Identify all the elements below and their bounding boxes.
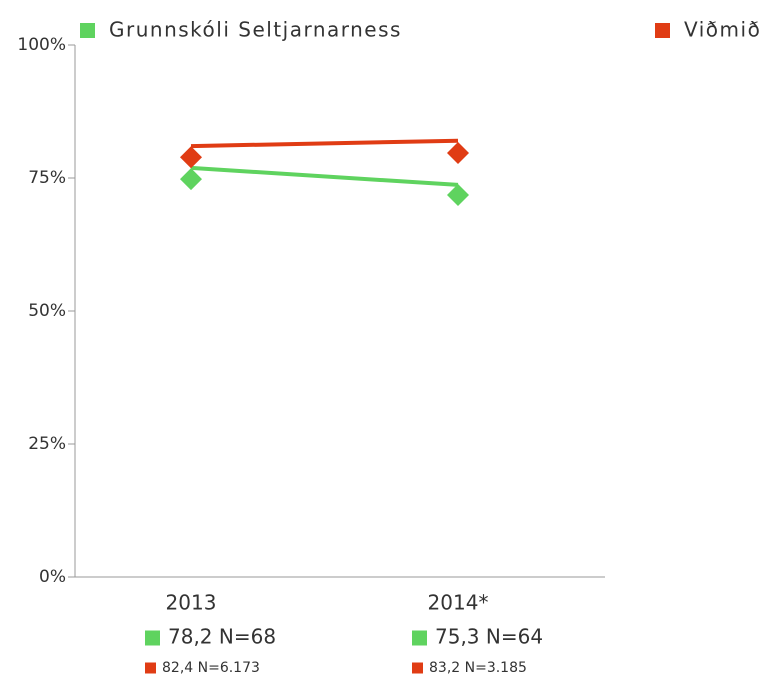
legend-label: Grunnskóli Seltjarnarness (109, 18, 402, 42)
annotation: 78,2 N=68 (168, 625, 276, 649)
y-tick-label: 50% (28, 301, 66, 321)
legend-swatch (655, 23, 670, 38)
marker (447, 141, 469, 164)
annotation-swatch (412, 630, 427, 646)
legend-label: Viðmið (684, 18, 761, 42)
marker (447, 184, 469, 207)
x-tick-label: 2013 (166, 591, 217, 615)
annotation: 83,2 N=3.185 (429, 660, 527, 676)
y-tick-label: 0% (39, 567, 66, 587)
annotation-swatch (145, 630, 160, 646)
annotation: 75,3 N=64 (435, 625, 543, 649)
y-tick-label: 100% (17, 35, 66, 55)
marker (180, 146, 202, 169)
annotation-swatch (145, 662, 156, 674)
x-tick-label: 2014* (428, 591, 489, 615)
annotation-swatch (412, 662, 423, 674)
y-tick-label: 75% (28, 168, 66, 188)
marker (180, 168, 202, 191)
series-line (190, 165, 459, 187)
annotation: 82,4 N=6.173 (162, 660, 260, 676)
series-line (190, 138, 459, 149)
legend-swatch (80, 23, 95, 38)
y-tick-label: 25% (28, 434, 66, 454)
